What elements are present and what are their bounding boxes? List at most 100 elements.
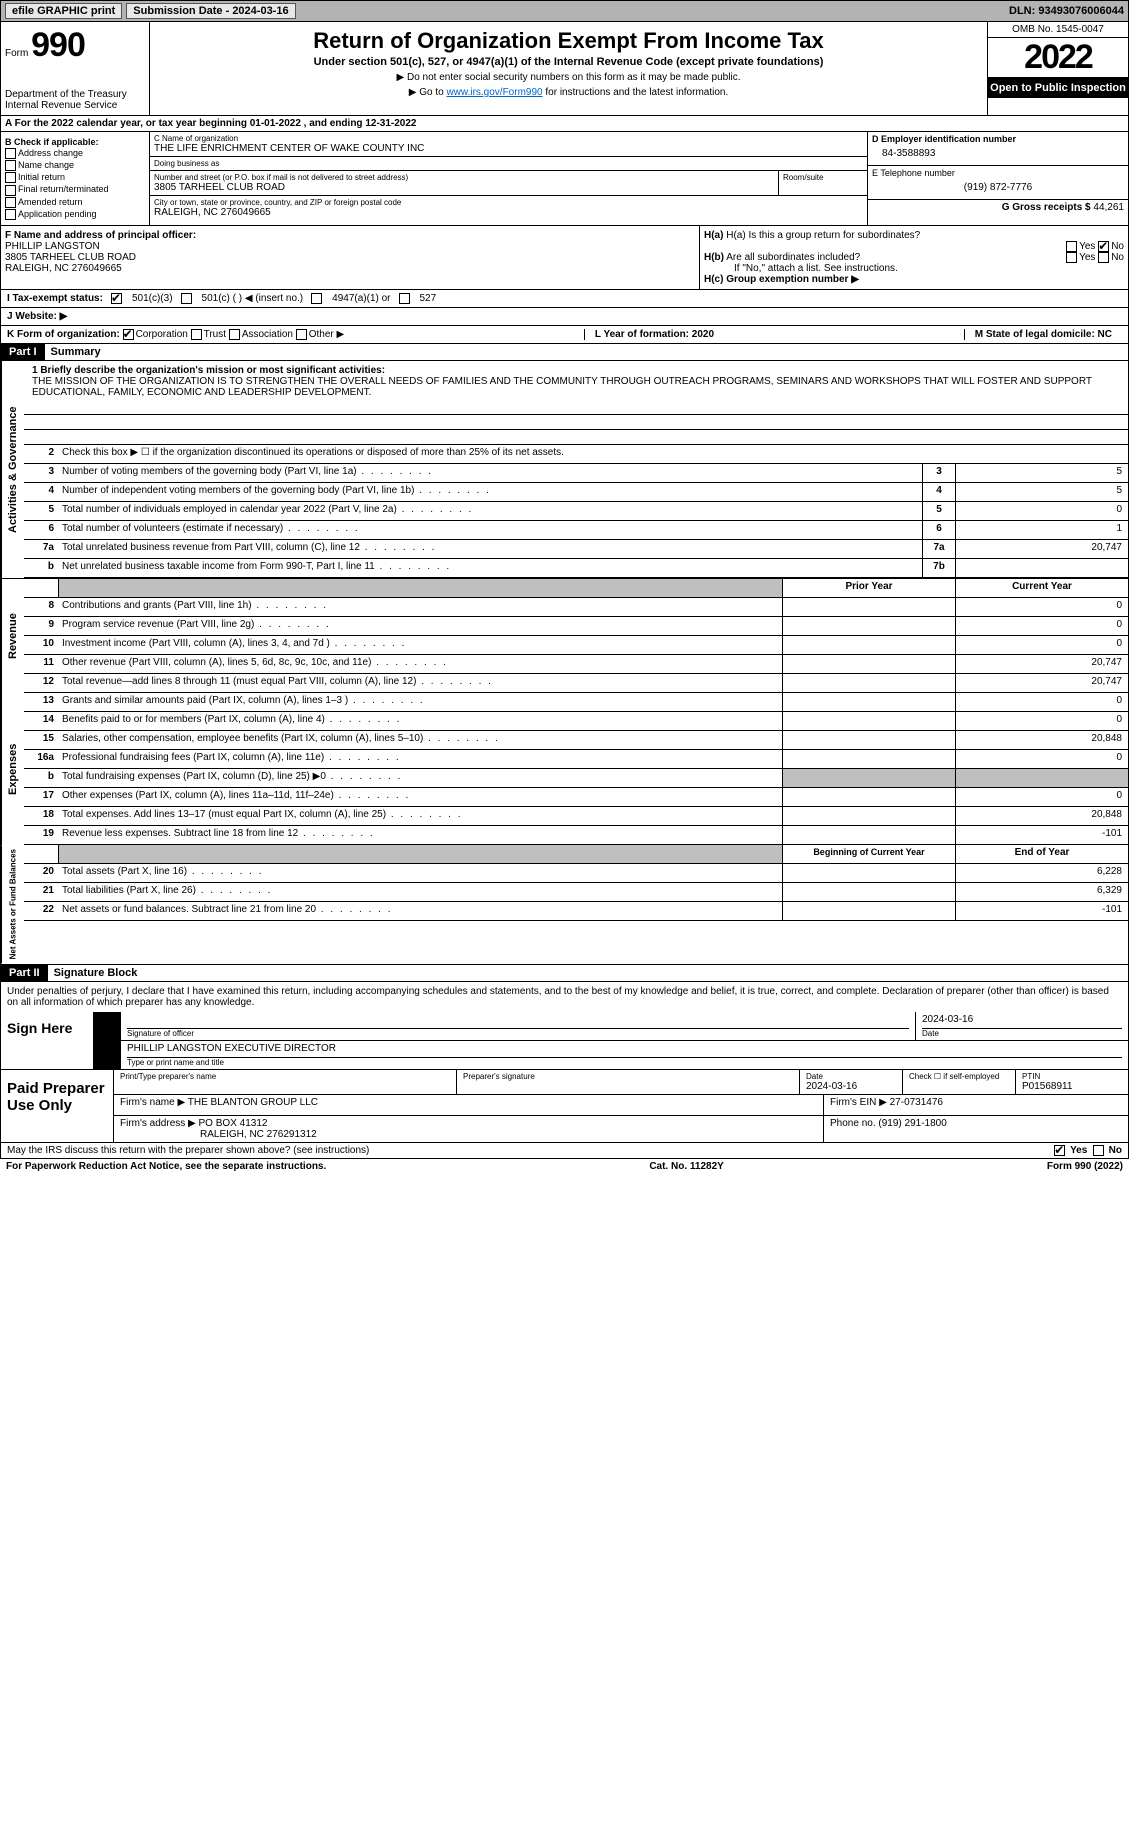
chk-other[interactable]: [296, 329, 307, 340]
discuss-no-chk[interactable]: [1093, 1145, 1104, 1156]
f-label: F Name and address of principal officer:: [5, 230, 196, 241]
colhdr2-prior: Beginning of Current Year: [782, 845, 955, 863]
vtab-governance: Activities & Governance: [1, 361, 24, 578]
block-bcde: B Check if applicable: Address change Na…: [0, 132, 1129, 226]
form-note-1: ▶ Do not enter social security numbers o…: [158, 72, 979, 83]
chk-initial-label: Initial return: [18, 172, 65, 182]
chk-501c[interactable]: [181, 293, 192, 304]
firm-addr1: PO BOX 41312: [199, 1118, 268, 1129]
phone-val: (919) 872-7776: [872, 178, 1124, 197]
footer-form: 990: [1075, 1161, 1092, 1172]
chk-final-label: Final return/terminated: [18, 184, 109, 194]
chk-initial[interactable]: Initial return: [5, 172, 145, 183]
netassets-body: Beginning of Current Year End of Year 20…: [24, 845, 1128, 963]
row-k: K Form of organization: Corporation Trus…: [0, 326, 1129, 344]
paid-right: Print/Type preparer's name Preparer's si…: [114, 1070, 1128, 1142]
irs-link[interactable]: www.irs.gov/Form990: [446, 87, 542, 98]
colhdr2: Beginning of Current Year End of Year: [24, 845, 1128, 864]
ha-no-chk[interactable]: [1098, 241, 1109, 252]
footer-bottom: For Paperwork Reduction Act Notice, see …: [0, 1159, 1129, 1174]
irs-label: Internal Revenue Service: [5, 100, 145, 111]
city-label: City or town, state or province, country…: [154, 198, 863, 207]
footer-cat: Cat. No. 11282Y: [649, 1161, 723, 1172]
part2-title: Signature Block: [48, 965, 1128, 981]
colhdr-row: Revenue Prior Year Current Year 8Contrib…: [0, 579, 1129, 693]
name-label: C Name of organization: [154, 134, 863, 143]
chk-amended[interactable]: Amended return: [5, 197, 145, 208]
col-b-heading: B Check if applicable:: [5, 137, 99, 147]
chk-amended-label: Amended return: [18, 197, 83, 207]
cell-phone: E Telephone number (919) 872-7776: [868, 166, 1128, 200]
chk-4947[interactable]: [311, 293, 322, 304]
hc-label: H(c) Group exemption number ▶: [704, 274, 859, 285]
f-name: PHILLIP LANGSTON: [5, 241, 695, 252]
chk-name[interactable]: Name change: [5, 160, 145, 171]
chk-name-label: Name change: [18, 160, 74, 170]
section-governance: Activities & Governance 1 Briefly descri…: [0, 361, 1129, 579]
chk-501c3[interactable]: [111, 293, 122, 304]
arrow-icon: [94, 1012, 121, 1040]
sig-declaration: Under penalties of perjury, I declare th…: [0, 982, 1129, 1012]
gov-row: 2Check this box ▶ ☐ if the organization …: [24, 445, 1128, 464]
chk-527[interactable]: [399, 293, 410, 304]
col-h: H(a) H(a) Is this a group return for sub…: [699, 226, 1128, 289]
hb-note: If "No," attach a list. See instructions…: [704, 263, 1124, 274]
sign-here-label: Sign Here: [1, 1012, 94, 1069]
lbl-other: Other ▶: [309, 329, 344, 340]
exp-row: 16aProfessional fundraising fees (Part I…: [24, 750, 1128, 769]
net-row: 21Total liabilities (Part X, line 26)6,3…: [24, 883, 1128, 902]
mission-line-1: [24, 400, 1128, 415]
net-row: 20Total assets (Part X, line 16)6,228: [24, 864, 1128, 883]
row-i: I Tax-exempt status: 501(c)(3) 501(c) ( …: [0, 290, 1129, 308]
form-header: Form 990 Department of the Treasury Inte…: [0, 22, 1129, 116]
exp-row: 15Salaries, other compensation, employee…: [24, 731, 1128, 750]
chk-final[interactable]: Final return/terminated: [5, 184, 145, 195]
hb-no-chk[interactable]: [1098, 252, 1109, 263]
gov-row: 3Number of voting members of the governi…: [24, 464, 1128, 483]
chk-assoc[interactable]: [229, 329, 240, 340]
footer-pra: For Paperwork Reduction Act Notice, see …: [6, 1161, 326, 1172]
paid-h1: Print/Type preparer's name: [120, 1072, 450, 1081]
chk-application[interactable]: Application pending: [5, 209, 145, 220]
chk-corp[interactable]: [123, 329, 134, 340]
mission-label: 1 Briefly describe the organization's mi…: [32, 365, 385, 376]
sig-officer-label: Signature of officer: [127, 1029, 909, 1038]
rev-row: 9Program service revenue (Part VIII, lin…: [24, 617, 1128, 636]
part1-num: Part I: [1, 344, 45, 360]
l-label: L Year of formation: 2020: [595, 329, 714, 340]
footer-form-year: (2022): [1091, 1161, 1123, 1172]
paid-h3: Date: [806, 1072, 896, 1081]
hb-yes-chk[interactable]: [1066, 252, 1077, 263]
ein-label: D Employer identification number: [872, 134, 1016, 144]
gross-val: 44,261: [1093, 202, 1124, 213]
firm-phone: (919) 291-1800: [878, 1118, 946, 1129]
firm-phone-label: Phone no.: [830, 1118, 876, 1129]
efile-badge: efile GRAPHIC print: [5, 3, 122, 19]
ha-yes-chk[interactable]: [1066, 241, 1077, 252]
lbl-4947: 4947(a)(1) or: [332, 293, 390, 304]
f-street: 3805 TARHEEL CLUB ROAD: [5, 252, 695, 263]
cell-city: City or town, state or province, country…: [150, 196, 867, 220]
sig-date-label: Date: [922, 1029, 1122, 1038]
paid-h5: PTIN: [1022, 1072, 1122, 1081]
lbl-assoc: Association: [242, 329, 293, 340]
exp-row: 18Total expenses. Add lines 13–17 (must …: [24, 807, 1128, 826]
paid-block: Paid Preparer Use Only Print/Type prepar…: [0, 1070, 1129, 1143]
paid-h5v: P01568911: [1022, 1081, 1122, 1092]
chk-trust[interactable]: [191, 329, 202, 340]
rev-row: 10Investment income (Part VIII, column (…: [24, 636, 1128, 655]
cell-street: Number and street (or P.O. box if mail i…: [150, 171, 867, 196]
discuss-yes-chk[interactable]: [1054, 1145, 1065, 1156]
colhdr-prior: Prior Year: [782, 579, 955, 597]
chk-address-label: Address change: [18, 148, 83, 158]
paid-h4: Check ☐ if self-employed: [903, 1070, 1016, 1094]
phone-label: E Telephone number: [872, 168, 1124, 178]
org-name: THE LIFE ENRICHMENT CENTER OF WAKE COUNT…: [154, 143, 863, 154]
note2-pre: ▶ Go to: [409, 87, 447, 98]
header-middle: Return of Organization Exempt From Incom…: [150, 22, 987, 115]
footer-q: May the IRS discuss this return with the…: [7, 1145, 369, 1156]
chk-address[interactable]: Address change: [5, 148, 145, 159]
colhdr-current: Current Year: [955, 579, 1128, 597]
vtab-expenses: Expenses: [1, 693, 24, 845]
lbl-501c: 501(c) ( ) ◀ (insert no.): [202, 293, 304, 304]
